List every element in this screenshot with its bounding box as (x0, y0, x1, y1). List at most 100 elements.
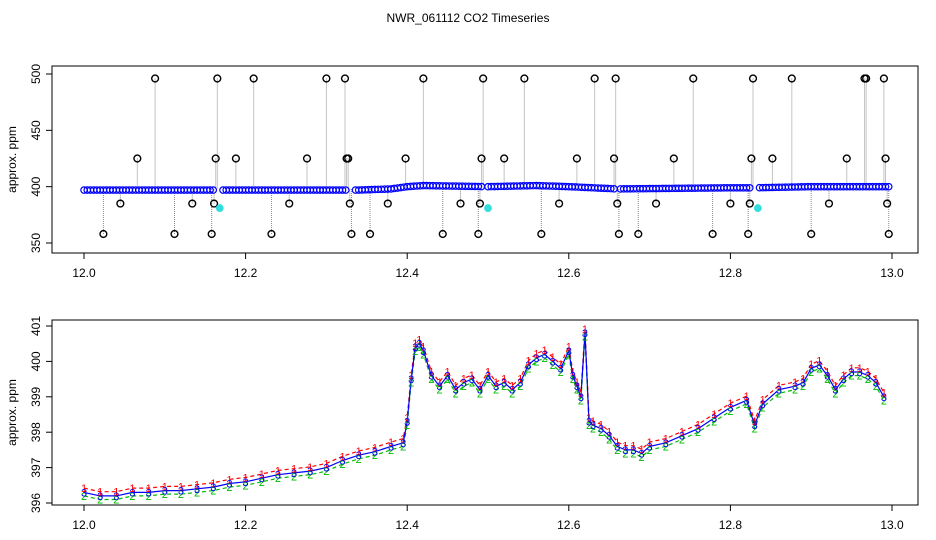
series-point-2: 2 (606, 434, 612, 446)
outlier-point (689, 74, 698, 83)
series-point-1: 1 (323, 458, 329, 470)
series-point-1: 1 (695, 419, 701, 431)
series-point-3: 3 (663, 438, 669, 450)
series-point-3: 3 (582, 328, 588, 340)
series-point-1: 1 (420, 342, 426, 354)
series-point-3: 3 (404, 417, 410, 429)
series-point-1: 1 (824, 366, 830, 378)
series-point-1: 1 (113, 487, 119, 499)
series-point-3: 3 (291, 468, 297, 480)
series-point-1: 1 (865, 366, 871, 378)
series-point-2: 2 (408, 378, 414, 390)
outlier-point (883, 199, 892, 208)
series-point-3: 3 (873, 378, 879, 390)
x-tick-label: 12.4 (396, 266, 420, 280)
series-point-3: 3 (113, 491, 119, 503)
series-point-2: 2 (339, 459, 345, 471)
y-tick-label: 350 (29, 233, 43, 253)
plot-frame (51, 319, 919, 506)
series-point-1: 1 (445, 366, 451, 378)
series-point-1: 1 (428, 366, 434, 378)
outlier-point (609, 154, 619, 163)
panel-top-raw-timeseries: 12.0 12.2 12.4 12.6 12.8 13.0 350 400 450 500 appr… (5, 64, 919, 280)
series-point-1: 1 (832, 380, 838, 392)
series-point-3: 3 (477, 385, 483, 397)
series-point-3: 3 (727, 402, 733, 414)
series-point-3: 3 (194, 484, 200, 496)
series-point-1: 1 (259, 469, 265, 481)
outlier-point (824, 199, 834, 208)
series-point-2: 2 (400, 441, 406, 453)
series-point-1: 1 (752, 416, 758, 428)
outlier-point (611, 74, 620, 83)
series-point-2: 2 (582, 332, 588, 344)
outlier-point (555, 199, 564, 208)
series-point-2: 2 (226, 482, 232, 494)
series-point-3: 3 (881, 392, 887, 404)
series-point-3: 3 (743, 395, 749, 407)
series-point-1: 1 (541, 345, 547, 357)
series-point-3: 3 (598, 424, 604, 436)
series-point-2: 2 (493, 385, 499, 397)
series-point-2: 2 (541, 353, 547, 365)
series-point-1: 1 (630, 441, 636, 453)
outlier-point (231, 154, 241, 163)
series-point-2: 2 (307, 470, 313, 482)
series-point-1: 1 (727, 398, 733, 410)
series-point-2: 2 (570, 374, 576, 386)
outlier-point (537, 229, 546, 239)
outlier-point (344, 154, 353, 163)
outlier-point (748, 74, 758, 83)
series-point-3: 3 (453, 385, 459, 397)
baseline-point (884, 182, 893, 191)
series-point-1: 1 (275, 465, 281, 477)
series-point-3: 3 (525, 360, 531, 372)
series-point-2: 2 (461, 381, 467, 393)
series-point-1: 1 (622, 441, 628, 453)
series-point-3: 3 (97, 491, 103, 503)
outlier-point (345, 199, 354, 208)
outlier-point (572, 154, 581, 163)
outlier-point (474, 229, 483, 239)
series-point-1: 1 (550, 352, 556, 364)
series-point-1: 1 (509, 380, 515, 392)
series-point-1: 1 (412, 338, 418, 350)
baseline-point (745, 183, 754, 192)
series-point-1: 1 (210, 478, 216, 490)
x-tick-label: 12.0 (72, 518, 96, 532)
series-point-1: 1 (606, 426, 612, 438)
outlier-point (365, 229, 375, 239)
series-point-3: 3 (323, 463, 329, 475)
series-point-3: 3 (436, 381, 442, 393)
series-point-1: 1 (743, 391, 749, 403)
series-point-1: 1 (436, 377, 442, 389)
series-point-2: 2 (210, 486, 216, 498)
series-line-1 (83, 328, 885, 493)
outlier-point (209, 199, 219, 208)
series-point-1: 1 (501, 373, 507, 385)
series-point-1: 1 (566, 342, 572, 354)
series-point-1: 1 (647, 437, 653, 449)
x-tick-label: 12.2 (234, 266, 258, 280)
series-point-3: 3 (81, 487, 87, 499)
series-point-3: 3 (590, 420, 596, 432)
series-point-2: 2 (840, 378, 846, 390)
series-point-1: 1 (590, 416, 596, 428)
series-point-2: 2 (776, 388, 782, 400)
outlier-point (249, 74, 258, 83)
series-point-1: 1 (243, 473, 249, 485)
series-point-3: 3 (638, 448, 644, 460)
series-point-2: 2 (695, 427, 701, 439)
baseline-point (341, 186, 350, 194)
outlier-point (401, 154, 410, 163)
series-point-1: 1 (873, 373, 879, 385)
outlier-point (884, 229, 893, 239)
series-point-3: 3 (578, 392, 584, 404)
outlier-point (207, 229, 216, 239)
series-point-2: 2 (590, 424, 596, 436)
series-point-1: 1 (614, 437, 620, 449)
series-point-1: 1 (517, 373, 523, 385)
baseline-point (474, 182, 483, 191)
outlier-point (267, 229, 276, 239)
series-point-3: 3 (428, 371, 434, 383)
